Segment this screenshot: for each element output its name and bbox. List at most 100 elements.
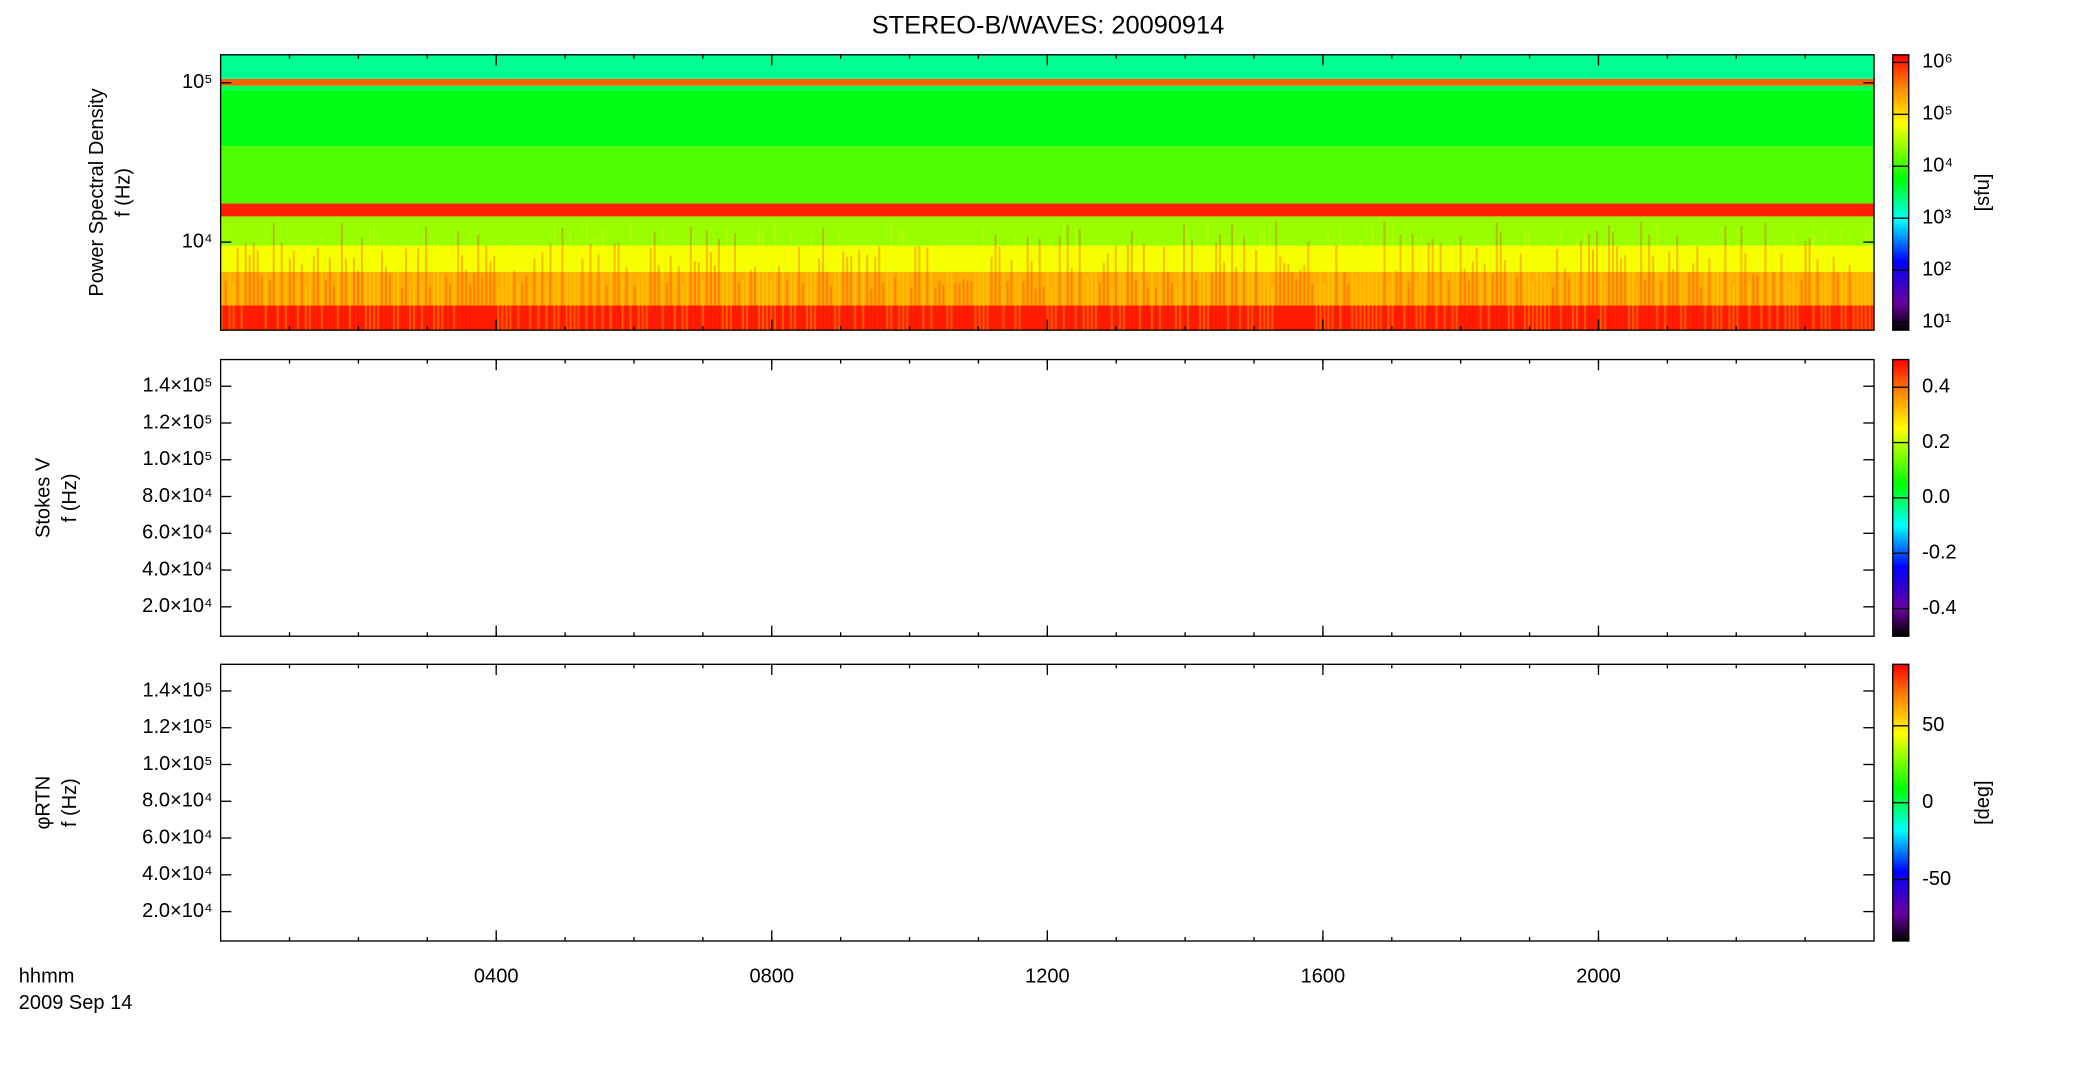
texture (741, 279, 744, 331)
texture (665, 282, 668, 331)
texture (1672, 269, 1675, 331)
colorbar-tick-label: 0.4 (1922, 376, 1950, 398)
texture (954, 282, 957, 331)
texture (689, 226, 692, 331)
texture (1327, 231, 1330, 331)
texture (1375, 261, 1378, 331)
texture (553, 226, 556, 331)
texture (1058, 236, 1061, 331)
texture (846, 256, 849, 331)
spectrogram-band (220, 271, 1875, 306)
colorbar-tick-label: 10⁵ (1922, 103, 1953, 125)
texture (585, 221, 588, 331)
texture (1174, 286, 1177, 331)
texture (1247, 265, 1250, 331)
texture (1728, 239, 1731, 331)
y-tick-label: 1.0×10⁵ (142, 753, 212, 775)
texture (1207, 222, 1210, 331)
texture (1086, 277, 1089, 331)
texture (521, 283, 524, 331)
texture (810, 236, 813, 331)
texture (1784, 244, 1787, 331)
y-axis-label: f (Hz) (59, 778, 81, 827)
texture (421, 280, 424, 331)
texture (1223, 262, 1226, 331)
texture (862, 248, 865, 331)
texture (1191, 240, 1194, 331)
texture (1612, 232, 1615, 331)
texture (1114, 245, 1117, 331)
y-tick-label: 6.0×10⁴ (142, 826, 212, 848)
texture (525, 276, 528, 331)
texture (1427, 242, 1430, 331)
texture (613, 243, 616, 331)
texture (1828, 262, 1831, 331)
texture (1616, 246, 1619, 331)
texture (1034, 288, 1037, 331)
texture (1812, 223, 1815, 331)
texture (344, 258, 347, 331)
texture (272, 223, 275, 331)
texture (1146, 287, 1149, 331)
texture (1399, 234, 1402, 331)
texture (761, 234, 764, 331)
texture (890, 222, 893, 331)
texture (850, 255, 853, 331)
texture (1455, 250, 1458, 331)
texture (1106, 253, 1109, 331)
texture (385, 266, 388, 331)
texture (537, 251, 540, 331)
texture (1078, 229, 1081, 331)
texture (834, 264, 837, 331)
texture (453, 251, 456, 331)
texture (1219, 233, 1222, 331)
texture (1668, 251, 1671, 331)
texture (749, 269, 752, 331)
texture (1006, 281, 1009, 331)
texture (713, 265, 716, 331)
texture (1471, 261, 1474, 331)
texture (1792, 231, 1795, 331)
texture (1178, 240, 1181, 331)
colorbar-tick-label: 10¹ (1922, 310, 1951, 332)
texture (1772, 271, 1775, 331)
texture (1575, 235, 1578, 331)
texture (874, 257, 877, 331)
texture (1215, 242, 1218, 331)
texture (854, 272, 857, 331)
texture (1547, 276, 1550, 331)
texture (284, 277, 287, 331)
texture (1451, 259, 1454, 331)
texture (1279, 256, 1282, 331)
colorbar-tick-label: -0.2 (1922, 542, 1957, 564)
y-tick-label: 4.0×10⁴ (142, 863, 212, 885)
texture (1355, 275, 1358, 331)
texture (1251, 250, 1254, 331)
texture (1563, 268, 1566, 331)
texture (970, 281, 973, 331)
y-tick-label: 8.0×10⁴ (142, 790, 212, 812)
colorbar-tick-label: -50 (1922, 868, 1951, 890)
texture (1098, 282, 1101, 331)
texture (806, 262, 809, 331)
texture (1142, 243, 1145, 331)
texture (1744, 252, 1747, 331)
texture (252, 242, 255, 331)
texture (1283, 262, 1286, 331)
texture (1231, 223, 1234, 331)
texture (1712, 256, 1715, 331)
texture (625, 267, 628, 331)
y-tick-label: 2.0×10⁴ (142, 900, 212, 922)
y-axis-label: φRTN (32, 776, 54, 830)
texture (1379, 238, 1382, 331)
colorbar-tick-label: 50 (1922, 714, 1944, 736)
texture (1724, 225, 1727, 331)
x-tick-label: 2000 (1576, 965, 1621, 987)
texture (348, 258, 351, 331)
texture (721, 273, 724, 331)
texture (1768, 260, 1771, 331)
texture (1275, 220, 1278, 331)
texture (401, 288, 404, 331)
texture (1696, 246, 1699, 331)
